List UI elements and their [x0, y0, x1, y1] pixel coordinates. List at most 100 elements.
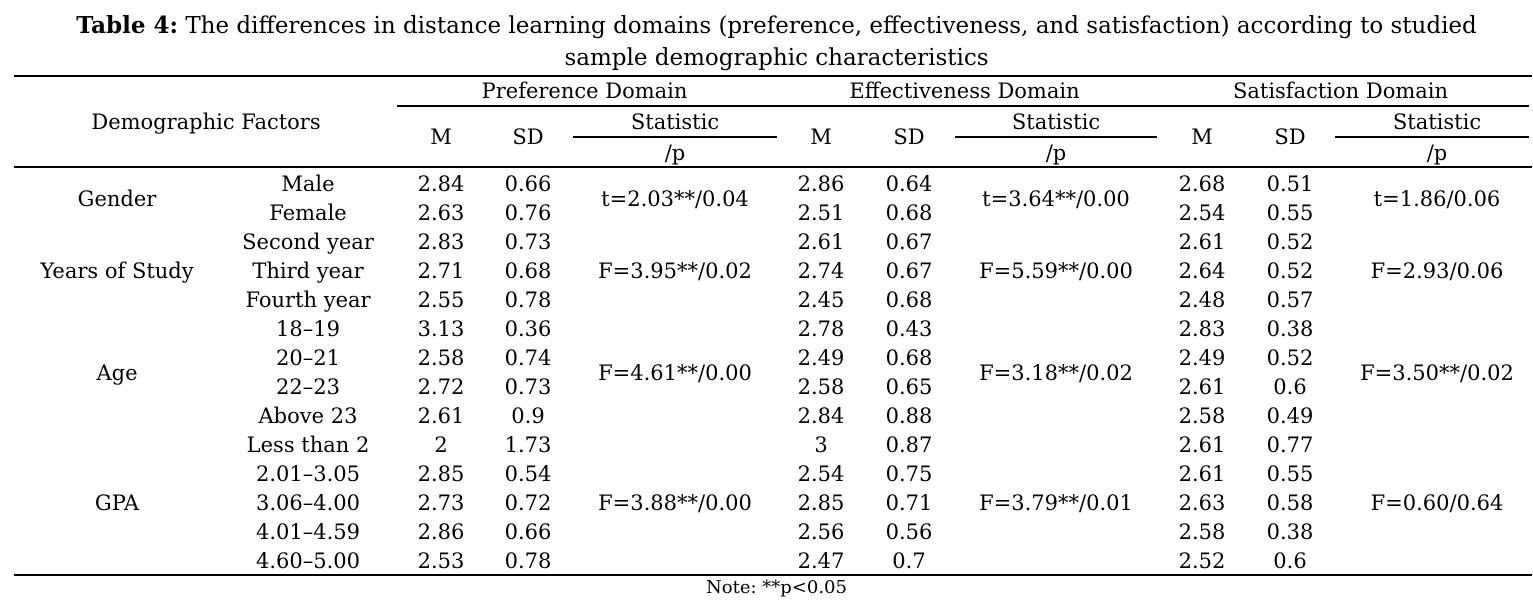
mean-value: 2.55 — [417, 288, 465, 312]
mean-value: 2.73 — [417, 491, 465, 515]
header-p-0: /p — [664, 141, 686, 165]
header-domain-2: Satisfaction Domain — [1232, 79, 1449, 103]
sd-value: 0.38 — [1266, 317, 1314, 341]
mean-value: 2.63 — [417, 201, 465, 225]
level-label: Female — [269, 201, 347, 225]
sd-value: 0.55 — [1266, 201, 1314, 225]
mean-value: 2.83 — [417, 230, 465, 254]
mean-value: 2.84 — [797, 404, 845, 428]
sd-value: 0.87 — [885, 433, 933, 457]
level-label: 18–19 — [276, 317, 340, 341]
statistic-underline-2 — [1335, 136, 1529, 138]
group-statistic: t=1.86/0.06 — [1373, 186, 1501, 211]
mean-value: 2.61 — [797, 230, 845, 254]
header-domain-1: Effectiveness Domain — [849, 79, 1080, 103]
header-p-2: /p — [1426, 141, 1448, 165]
header-m-1: M — [810, 125, 832, 149]
sd-value: 0.52 — [1266, 259, 1314, 283]
level-label: 4.01–4.59 — [255, 520, 360, 544]
level-label: 4.60–5.00 — [255, 549, 360, 573]
sd-value: 0.57 — [1266, 288, 1314, 312]
sd-value: 0.73 — [504, 230, 552, 254]
mean-value: 2.52 — [1178, 549, 1226, 573]
group-statistic: F=0.60/0.64 — [1370, 491, 1504, 515]
mean-value: 2.85 — [797, 491, 845, 515]
mean-value: 2.51 — [797, 201, 845, 225]
factor-label: Years of Study — [40, 259, 194, 283]
factor-label: Age — [96, 360, 138, 385]
mean-value: 2.58 — [417, 346, 465, 370]
table-label: Table 4: — [76, 12, 179, 39]
sd-value: 0.67 — [885, 259, 933, 283]
mean-value: 2.86 — [417, 520, 465, 544]
sd-value: 0.56 — [885, 520, 933, 544]
caption-text-line2: sample demographic characteristics — [564, 45, 989, 71]
group-statistic: t=2.03**/0.04 — [601, 186, 749, 211]
header-sd-2: SD — [1274, 125, 1306, 149]
header-m-2: M — [1191, 125, 1213, 149]
sd-value: 0.6 — [1273, 549, 1307, 573]
header-statistic-2: Statistic — [1392, 110, 1482, 134]
sd-value: 0.66 — [504, 172, 552, 196]
sd-value: 0.55 — [1266, 462, 1314, 486]
header-demographic-factors: Demographic Factors — [91, 110, 321, 134]
sd-value: 0.52 — [1266, 346, 1314, 370]
level-label: Fourth year — [245, 288, 371, 312]
mean-value: 2.58 — [1178, 520, 1226, 544]
mean-value: 2.83 — [1178, 317, 1226, 341]
mean-value: 2.63 — [1178, 491, 1226, 515]
mean-value: 2.54 — [1178, 201, 1226, 225]
mean-value: 2.61 — [1178, 462, 1226, 486]
domain-underline-1 — [777, 105, 1157, 107]
mean-value: 2.64 — [1178, 259, 1226, 283]
sd-value: 0.49 — [1266, 404, 1314, 428]
factor-label: GPA — [94, 491, 140, 515]
group-statistic: t=3.64**/0.00 — [982, 186, 1130, 211]
sd-value: 0.75 — [885, 462, 933, 486]
sd-value: 0.72 — [504, 491, 552, 515]
sd-value: 0.68 — [885, 288, 933, 312]
mean-value: 2.45 — [797, 288, 845, 312]
sd-value: 0.78 — [504, 288, 552, 312]
sd-value: 0.68 — [885, 346, 933, 370]
header-m-0: M — [430, 125, 452, 149]
mean-value: 2.74 — [797, 259, 845, 283]
caption-text-line1: The differences in distance learning dom… — [185, 13, 1477, 39]
factor-label: Gender — [77, 186, 157, 211]
header-sd-1: SD — [893, 125, 925, 149]
level-label: Male — [281, 172, 335, 196]
mean-value: 2.61 — [417, 404, 465, 428]
mean-value: 2.61 — [1178, 433, 1226, 457]
group-statistic: F=5.59**/0.00 — [979, 259, 1133, 283]
sd-value: 0.68 — [504, 259, 552, 283]
sd-value: 0.67 — [885, 230, 933, 254]
sd-value: 0.38 — [1266, 520, 1314, 544]
group-statistic: F=3.18**/0.02 — [979, 360, 1133, 385]
mean-value: 3.13 — [417, 317, 465, 341]
sd-value: 0.7 — [892, 549, 926, 573]
mean-value: 2.49 — [1178, 346, 1226, 370]
statistic-underline-1 — [955, 136, 1157, 138]
sd-value: 0.88 — [885, 404, 933, 428]
level-label: 3.06–4.00 — [255, 491, 360, 515]
sd-value: 0.64 — [885, 172, 933, 196]
sd-value: 0.54 — [504, 462, 552, 486]
sd-value: 0.78 — [504, 549, 552, 573]
mean-value: 2.61 — [1178, 375, 1226, 399]
mean-value: 2.68 — [1178, 172, 1226, 196]
mean-value: 2.56 — [797, 520, 845, 544]
header-p-1: /p — [1045, 141, 1067, 165]
mean-value: 2.72 — [417, 375, 465, 399]
mean-value: 2.84 — [417, 172, 465, 196]
mean-value: 2.58 — [1178, 404, 1226, 428]
mean-value: 2.86 — [797, 172, 845, 196]
sd-value: 0.52 — [1266, 230, 1314, 254]
header-statistic-1: Statistic — [1011, 110, 1101, 134]
group-statistic: F=3.88**/0.00 — [598, 491, 752, 515]
sd-value: 0.6 — [1273, 375, 1307, 399]
statistic-underline-0 — [573, 136, 777, 138]
mean-value: 2.58 — [797, 375, 845, 399]
mean-value: 2.78 — [797, 317, 845, 341]
sd-value: 0.66 — [504, 520, 552, 544]
sd-value: 0.43 — [885, 317, 933, 341]
